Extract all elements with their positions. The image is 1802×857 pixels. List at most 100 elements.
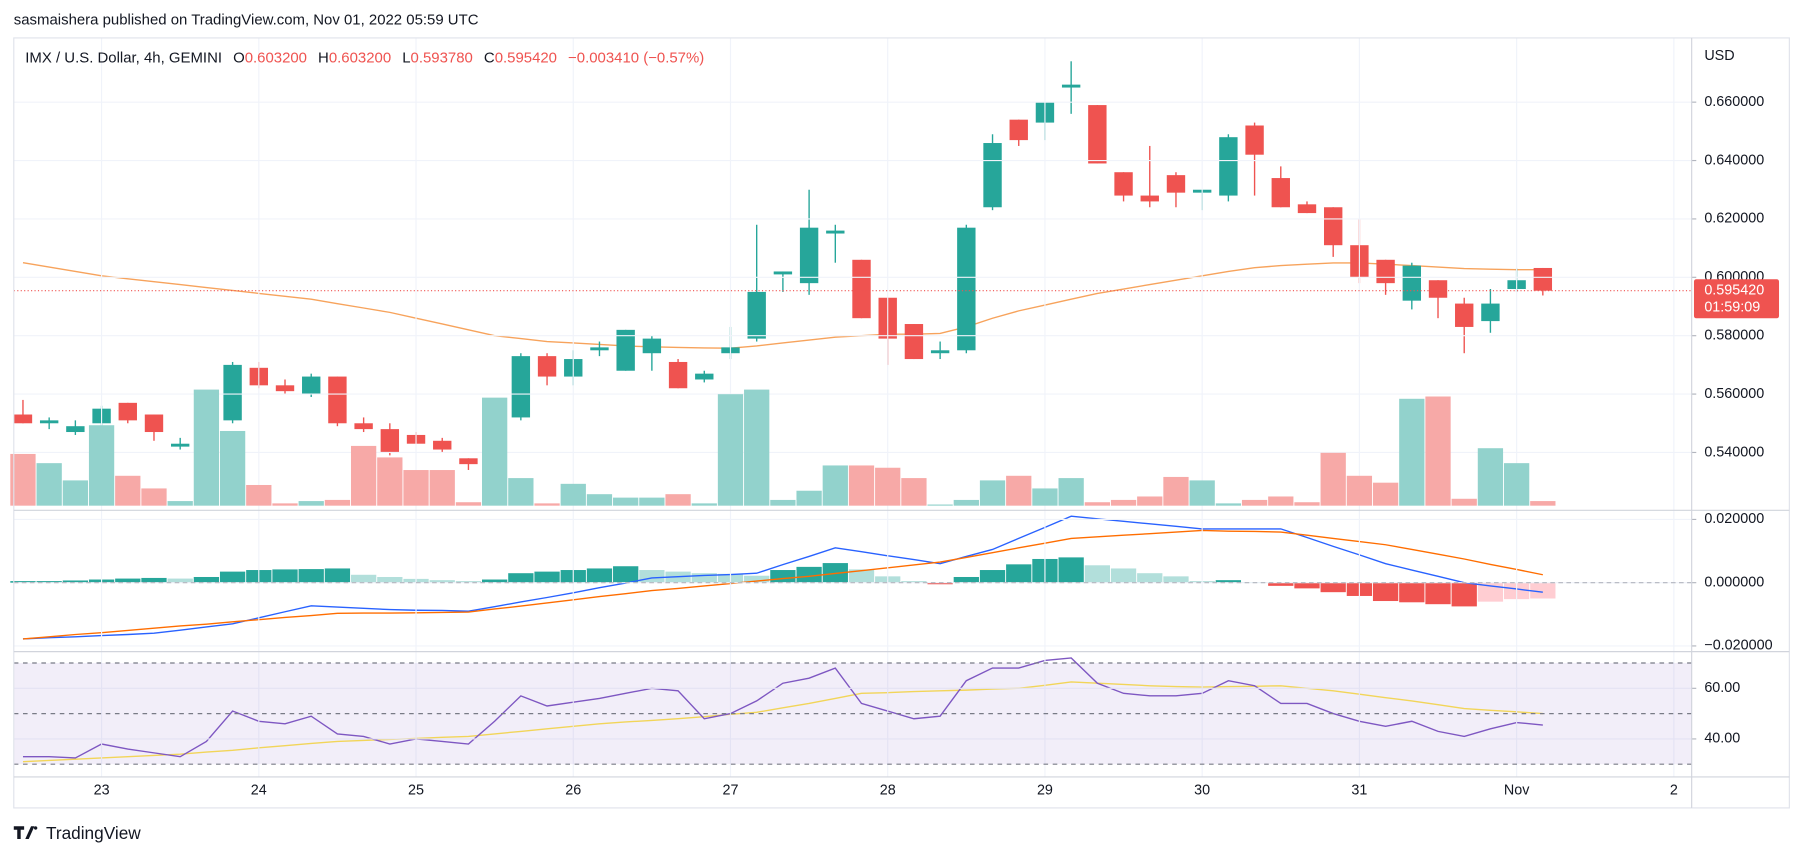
- pane-layer: [10, 290, 1692, 765]
- volume-bar: [1189, 480, 1215, 506]
- candle-body: [852, 259, 871, 319]
- macd-histogram-bar: [848, 569, 875, 583]
- volume-bar: [613, 497, 639, 506]
- legend: IMX / U.S. Dollar, 4h, GEMINI O0.603200 …: [25, 50, 704, 67]
- volume-bar: [324, 499, 351, 506]
- x-tick-label: Nov: [1504, 782, 1530, 798]
- volume-bar: [1110, 499, 1137, 506]
- volume-bar: [1215, 503, 1242, 506]
- macd-histogram-bar: [744, 575, 770, 583]
- candle-body: [380, 429, 400, 453]
- candle-body: [328, 376, 347, 424]
- macd-histogram-bar: [1006, 564, 1032, 583]
- volume-bar: [1451, 498, 1477, 506]
- symbol-title: IMX / U.S. Dollar, 4h, GEMINI: [25, 50, 222, 67]
- volume-bar: [1006, 475, 1032, 506]
- logo-icon: [13, 826, 38, 839]
- macd-histogram-bar: [377, 576, 403, 583]
- candle-body: [1219, 137, 1238, 196]
- volume-bar: [1530, 501, 1556, 506]
- volume-bar: [246, 484, 272, 506]
- candle-body: [1297, 204, 1317, 214]
- candle-body: [275, 385, 295, 392]
- o-value: 0.603200: [245, 50, 307, 67]
- macd-histogram-bar: [429, 580, 455, 583]
- volume-bar: [193, 389, 220, 506]
- macd-histogram-bar: [1110, 568, 1137, 583]
- macd-histogram-bar: [298, 569, 324, 583]
- signal-line: [22, 529, 1543, 640]
- candle-body: [1428, 280, 1448, 298]
- macd-histogram-bar: [1425, 582, 1451, 605]
- volume-bar: [10, 453, 36, 506]
- y-tick-label: 0.540000: [1704, 444, 1764, 460]
- rsi-ma-line: [22, 681, 1543, 763]
- macd-histogram-bar: [1163, 576, 1189, 583]
- volume-bar: [1268, 496, 1294, 506]
- volume-bar: [875, 467, 901, 506]
- volume-bar: [822, 465, 848, 506]
- macd-histogram-bar: [586, 568, 613, 583]
- macd-histogram-bar: [141, 577, 167, 583]
- candle-body: [170, 443, 190, 447]
- tradingview-logo: TradingView: [13, 823, 141, 843]
- macd-histogram-bar: [691, 573, 717, 583]
- volume-bar: [534, 503, 560, 506]
- x-tick-label: 24: [251, 782, 267, 798]
- c-label: C: [484, 50, 495, 67]
- macd-histogram-bar: [350, 574, 377, 583]
- macd-histogram-bar: [272, 569, 298, 583]
- volume-bar: [665, 494, 691, 506]
- y-tick-label: 0.580000: [1704, 327, 1764, 343]
- volume-bar: [796, 490, 822, 506]
- volume-bar: [1137, 496, 1163, 506]
- y-tick-label: 0.000000: [1704, 574, 1764, 590]
- macd-histogram-bar: [1451, 582, 1477, 607]
- candle-body: [904, 324, 924, 360]
- volume-bar: [141, 488, 167, 506]
- grid-layer: [13, 37, 1697, 777]
- volume-bar: [403, 470, 429, 506]
- candle-body: [983, 143, 1002, 208]
- macd-histogram-bar: [1084, 565, 1110, 583]
- chart-frame: [13, 37, 1790, 809]
- macd-histogram-bar: [1530, 582, 1556, 599]
- volume-bar: [1320, 452, 1346, 506]
- candle-body: [39, 420, 59, 424]
- moving-average-line: [22, 262, 1543, 349]
- macd-histogram-bar: [953, 576, 979, 583]
- x-tick-label: 31: [1351, 782, 1367, 798]
- volume-bar: [1372, 482, 1399, 506]
- candle-body: [1533, 267, 1553, 291]
- candle-body: [1455, 303, 1474, 327]
- macd-histogram-bar: [1399, 582, 1425, 603]
- macd-histogram-bar: [193, 576, 220, 583]
- macd-histogram-bar: [796, 566, 822, 583]
- volume-bar: [1294, 502, 1320, 506]
- volume-bar: [901, 478, 927, 506]
- volume-bar: [1084, 502, 1110, 506]
- publisher-header: sasmaishera published on TradingView.com…: [14, 12, 479, 29]
- volume-bar: [1163, 476, 1189, 506]
- volume-bar: [1399, 398, 1425, 506]
- macd-histogram-bar: [901, 581, 927, 583]
- y-tick-label: 0.020000: [1704, 511, 1764, 527]
- volume-bar: [639, 497, 665, 506]
- candle-body: [1088, 105, 1107, 164]
- volume-bar: [219, 430, 246, 506]
- candle-body: [433, 440, 452, 450]
- l-label: L: [402, 50, 410, 67]
- candle-body: [799, 227, 819, 284]
- candle-body: [1245, 125, 1264, 155]
- volume-bar: [953, 499, 979, 506]
- macd-histogram-bar: [534, 571, 560, 583]
- macd-histogram-bar: [36, 581, 62, 583]
- macd-histogram-bar: [770, 570, 796, 583]
- change-value: −0.003410 (−0.57%): [568, 50, 704, 67]
- macd-histogram-bar: [324, 568, 351, 583]
- candle-body: [1061, 84, 1081, 88]
- x-tick-label: 27: [722, 782, 738, 798]
- macd-histogram-bar: [1215, 580, 1242, 583]
- h-value: 0.603200: [329, 50, 391, 67]
- candle-body: [459, 458, 478, 465]
